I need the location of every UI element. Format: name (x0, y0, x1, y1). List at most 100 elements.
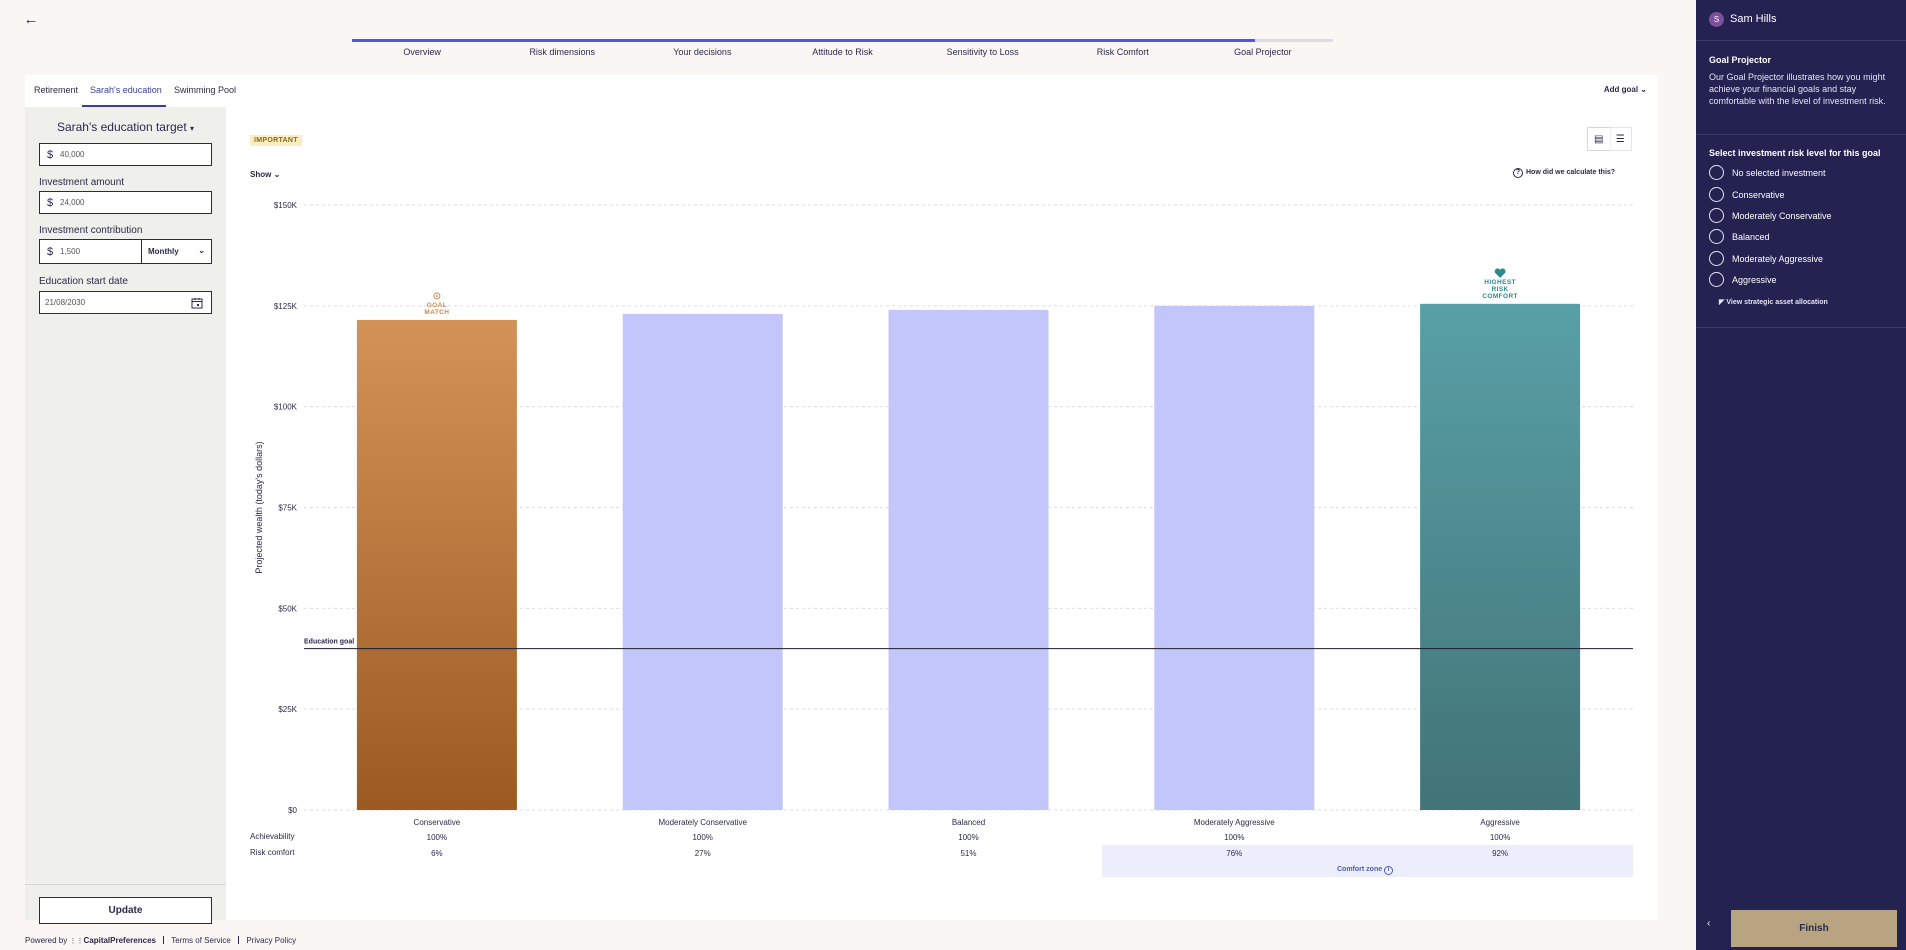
radio-circle-icon (1709, 165, 1724, 180)
tab-swimming-pool[interactable]: Swimming Pool (174, 85, 237, 95)
y-tick-label: $0 (288, 806, 297, 815)
investment-contribution-field[interactable]: $ 1,500 (39, 239, 142, 264)
marker-label: COMFORT (1482, 293, 1518, 300)
bar-aggressive[interactable] (1420, 303, 1581, 810)
target-icon-center (435, 294, 438, 297)
tab-retirement[interactable]: Retirement (34, 85, 79, 95)
side-divider (1696, 134, 1906, 135)
risk-level-question: Select investment risk level for this go… (1709, 148, 1881, 158)
target-icon (433, 292, 441, 300)
x-tick-label: Aggressive (1480, 818, 1520, 827)
radio-label: Balanced (1732, 231, 1770, 242)
achievability-value: 100% (1224, 833, 1244, 842)
step-risk-dimensions[interactable]: Risk dimensions (529, 47, 595, 57)
achievability-label: Achievability (250, 832, 295, 841)
bar-moderately-conservative[interactable] (622, 313, 783, 810)
calendar-icon[interactable] (191, 297, 203, 309)
back-arrow-icon[interactable]: ← (23, 11, 39, 28)
help-icon: ? (1513, 168, 1523, 178)
marker-label: GOAL (427, 302, 447, 309)
radio-label: No selected investment (1732, 167, 1826, 178)
x-tick-label: Moderately Conservative (658, 818, 747, 827)
bar-chart-view-icon[interactable]: ▤ (1588, 128, 1610, 150)
frequency-select[interactable]: Monthly ⌄ (141, 239, 212, 264)
powered-by-text: Powered by (25, 936, 68, 945)
risk-comfort-value: 6% (431, 849, 443, 858)
radio-no-selected-investment[interactable]: No selected investment (1709, 165, 1826, 180)
frequency-value: Monthly (148, 247, 179, 256)
bar-moderately-aggressive[interactable] (1154, 305, 1315, 810)
importance-badge: IMPORTANT (250, 135, 302, 146)
step-attitude-to-risk[interactable]: Attitude to Risk (812, 47, 873, 57)
start-date-label: Education start date (39, 276, 128, 287)
y-axis-label: Projected wealth (today's dollars) (254, 441, 264, 573)
brand-name: CapitalPreferences (83, 936, 156, 945)
comfort-zone-label[interactable]: Comfort zone i (1337, 866, 1394, 875)
education-goal-label: Education goal (304, 639, 354, 646)
radio-moderately-conservative[interactable]: Moderately Conservative (1709, 208, 1832, 223)
step-risk-comfort[interactable]: Risk Comfort (1096, 47, 1149, 57)
footer: Powered by ⋮⋮CapitalPreferences Terms of… (25, 936, 296, 945)
privacy-link[interactable]: Privacy Policy (246, 936, 297, 945)
goal-target-title: Sarah's education target (56, 120, 187, 134)
step-sensitivity-to-loss[interactable]: Sensitivity to Loss (946, 47, 1019, 57)
tab-sarahs-education[interactable]: Sarah's education (90, 85, 162, 95)
risk-comfort-label: Risk comfort (250, 848, 295, 857)
progress-track (352, 39, 1333, 42)
view-toggle: ▤ ☰ (1587, 127, 1632, 151)
radio-circle-icon (1709, 187, 1724, 202)
radio-moderately-aggressive[interactable]: Moderately Aggressive (1709, 251, 1823, 266)
saa-link-label: View strategic asset allocation (1726, 299, 1828, 306)
show-dropdown[interactable]: Show ⌄ (250, 170, 280, 179)
target-amount-field[interactable]: $ 40,000 (39, 143, 212, 166)
start-date-field[interactable]: 21/08/2030 (39, 291, 212, 314)
currency-symbol: $ (46, 148, 54, 161)
main-card: Retirement Sarah's education Swimming Po… (25, 75, 1658, 924)
marker-label: HIGHEST (1484, 279, 1516, 286)
side-description: Our Goal Projector illustrates how you m… (1709, 72, 1886, 106)
step-overview[interactable]: Overview (403, 47, 441, 57)
bar-balanced[interactable] (888, 309, 1049, 810)
user-name: Sam Hills (1730, 13, 1777, 25)
radio-balanced[interactable]: Balanced (1709, 229, 1770, 244)
radio-label: Conservative (1732, 189, 1785, 200)
y-tick-label: $150K (274, 201, 298, 210)
side-title: Goal Projector (1709, 55, 1772, 65)
y-tick-label: $75K (278, 504, 297, 513)
goal-tabs: Retirement Sarah's education Swimming Po… (25, 75, 1658, 107)
update-button[interactable]: Update (39, 897, 212, 924)
x-tick-label: Balanced (952, 818, 985, 827)
radio-circle-icon (1709, 251, 1724, 266)
y-tick-label: $125K (274, 302, 298, 311)
achievability-value: 100% (692, 833, 712, 842)
step-your-decisions[interactable]: Your decisions (673, 47, 732, 57)
chevron-left-icon[interactable]: ‹ (1707, 918, 1711, 929)
panel-divider (25, 884, 226, 885)
radio-circle-icon (1709, 229, 1724, 244)
investment-amount-value: 24,000 (60, 198, 85, 207)
risk-comfort-value: 76% (1226, 849, 1242, 858)
progress-fill (352, 39, 1255, 42)
info-icon: i (1384, 866, 1394, 875)
radio-aggressive[interactable]: Aggressive (1709, 272, 1777, 287)
achievability-value: 100% (427, 833, 447, 842)
y-tick-label: $25K (278, 705, 297, 714)
view-strategic-allocation-link[interactable]: ◤ View strategic asset allocation (1719, 298, 1828, 306)
goal-target-dropdown[interactable]: Sarah's education target ▾ (25, 120, 226, 134)
investment-amount-label: Investment amount (39, 177, 125, 188)
avatar[interactable]: S (1709, 12, 1724, 27)
add-goal-button[interactable]: Add goal ⌄ (1604, 85, 1647, 94)
bar-conservative[interactable] (356, 319, 517, 810)
radio-label: Aggressive (1732, 274, 1777, 285)
radio-conservative[interactable]: Conservative (1709, 187, 1785, 202)
list-view-icon[interactable]: ☰ (1615, 133, 1625, 145)
investment-amount-field[interactable]: $ 24,000 (39, 191, 212, 214)
how-calculated-link[interactable]: ? How did we calculate this? (1513, 168, 1615, 178)
radio-label: Moderately Conservative (1732, 210, 1832, 221)
finish-button[interactable]: Finish (1731, 910, 1897, 947)
marker-label: MATCH (424, 309, 449, 316)
y-tick-label: $100K (274, 403, 298, 412)
x-tick-label: Moderately Aggressive (1194, 818, 1275, 827)
step-goal-projector[interactable]: Goal Projector (1234, 47, 1292, 57)
terms-link[interactable]: Terms of Service (171, 936, 231, 945)
